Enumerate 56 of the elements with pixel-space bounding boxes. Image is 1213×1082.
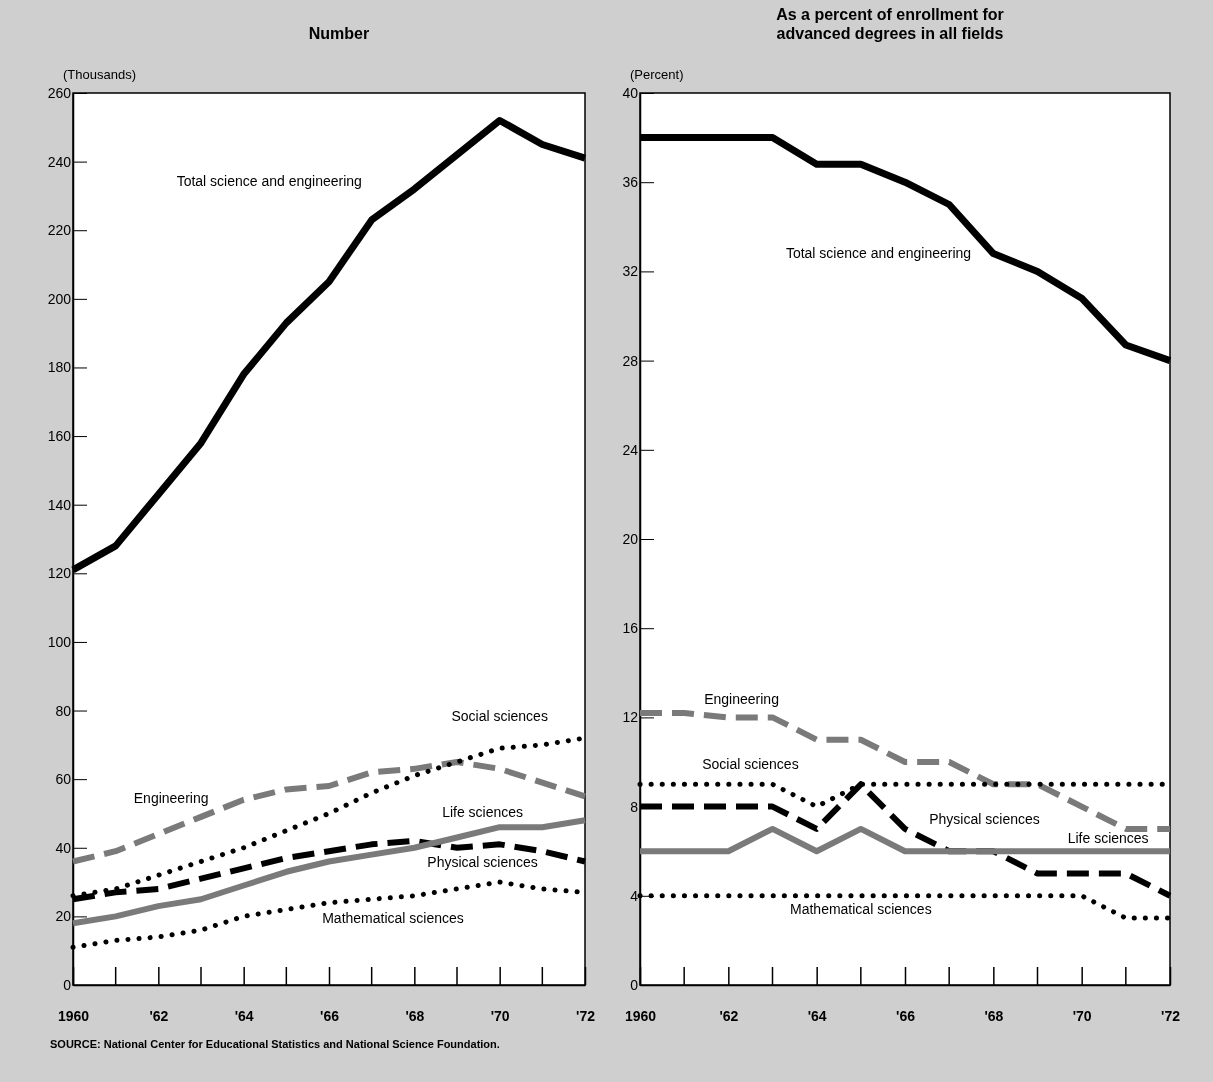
x-tick-label: '62 [719,1007,739,1024]
x-tick-label: '64 [234,1007,254,1024]
y-tick-label: 4 [630,887,639,904]
x-tick-label: '68 [405,1007,425,1024]
series-label: Social sciences [451,707,548,724]
y-tick-label: 40 [55,839,72,856]
y-tick-label: 0 [630,976,639,993]
y-axis-title: (Percent) [630,67,684,82]
series-label: Mathematical sciences [790,900,932,917]
y-tick-label: 80 [55,702,72,719]
y-tick-label: 140 [47,496,72,513]
y-tick-label: 8 [630,798,639,815]
y-tick-label: 60 [55,771,72,788]
series-label: Total science and engineering [785,245,972,262]
x-tick-label: '66 [320,1007,340,1024]
y-tick-label: 260 [47,84,72,101]
x-tick-label: '68 [984,1007,1004,1024]
y-tick-label: 36 [622,174,639,191]
x-tick-label: '72 [1161,1007,1181,1024]
y-tick-label: 20 [55,908,72,925]
x-tick-label: 1960 [57,1007,90,1024]
y-tick-label: 32 [622,263,639,280]
x-tick-label: '64 [807,1007,827,1024]
source-note: SOURCE: National Center for Educational Statistics and National Science Foundation. [50,1038,500,1050]
text: Total science and engineering [176,172,362,189]
series-label: Life sciences [442,803,524,820]
chart-title: As a percent of enrollment for advanced degrees in all fields [776,6,1004,42]
y-tick-label: 0 [63,976,72,993]
x-tick-label: '70 [490,1007,510,1024]
series-label: Engineering [704,691,779,708]
y-tick-label: 160 [47,428,72,445]
chart-title: Number [308,25,370,42]
y-axis-title: (Thousands) [63,67,136,82]
x-tick-label: 1960 [624,1007,657,1024]
series-label: Mathematical sciences [322,910,464,927]
x-tick-label: '70 [1072,1007,1092,1024]
x-tick-label: '62 [149,1007,169,1024]
series-label: Engineering [133,790,209,807]
y-tick-label: 28 [622,352,639,369]
y-tick-label: 24 [622,441,639,458]
series-label: Life sciences [1067,830,1149,847]
y-tick-label: 12 [622,709,639,726]
series-label: Physical sciences [929,811,1040,828]
y-tick-label: 16 [622,620,639,637]
y-tick-label: 200 [47,290,72,307]
y-tick-label: 120 [47,565,72,582]
y-tick-label: 100 [47,633,72,650]
x-tick-label: '72 [576,1007,596,1024]
series-label: Social sciences [702,755,799,772]
y-tick-label: 40 [622,84,639,101]
x-tick-label: '66 [896,1007,916,1024]
y-tick-label: 180 [47,359,72,376]
y-tick-label: 220 [47,222,72,239]
series-label: Physical sciences [427,854,538,871]
y-tick-label: 20 [622,530,639,547]
y-tick-label: 240 [47,153,72,170]
